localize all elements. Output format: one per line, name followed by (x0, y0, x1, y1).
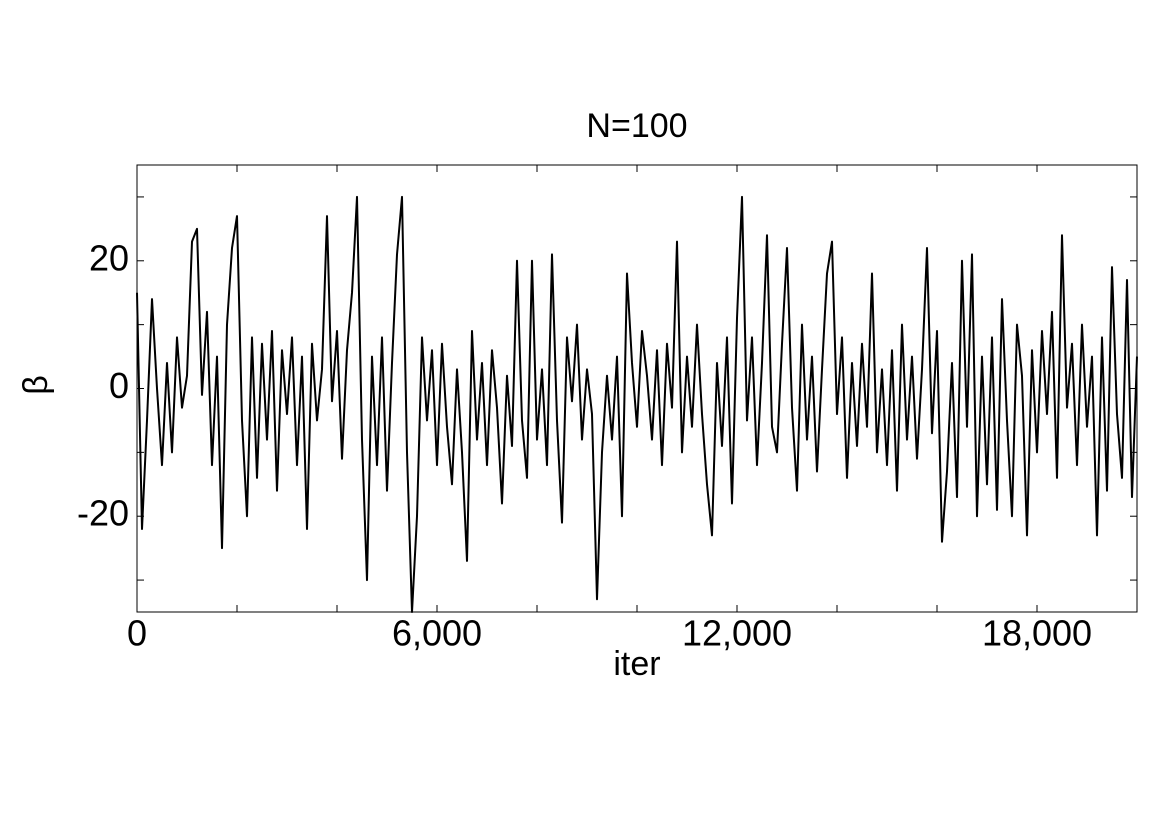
y-tick-label: 0 (109, 365, 129, 406)
y-tick-label: -20 (77, 493, 129, 534)
x-tick-label: 12,000 (682, 613, 792, 654)
chart-title: N=100 (586, 107, 687, 145)
y-tick-label: 20 (89, 237, 129, 278)
x-tick-label: 6,000 (392, 613, 482, 654)
plot-frame (136, 164, 1138, 613)
trace-line (136, 195, 1138, 613)
x-axis-label: iter (613, 645, 660, 683)
x-tick-label: 18,000 (982, 613, 1092, 654)
x-tick-label: 0 (127, 613, 147, 654)
y-axis-label: β (17, 375, 55, 395)
